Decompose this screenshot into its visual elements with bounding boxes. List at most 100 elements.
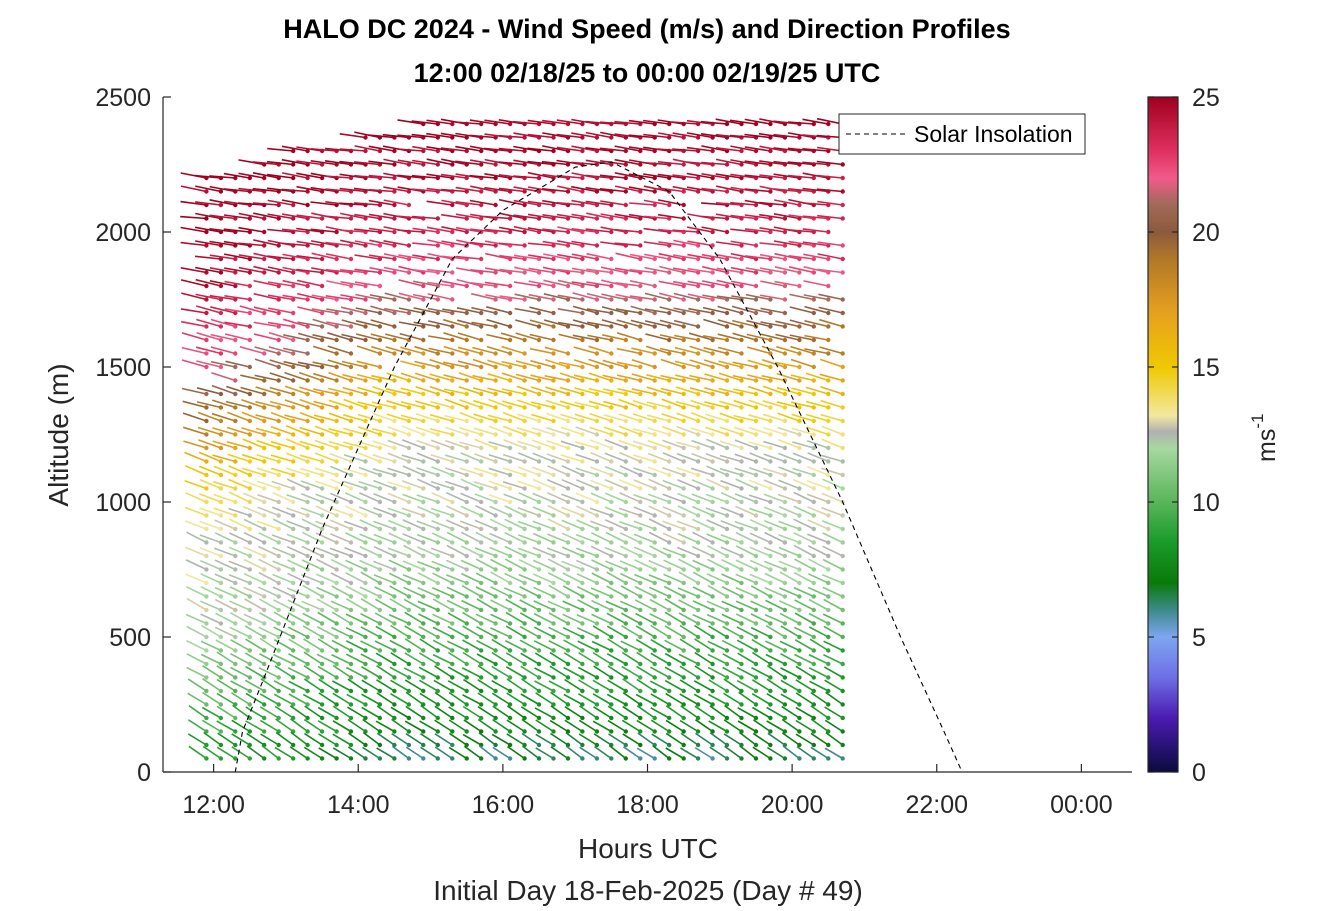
wind-barb-head: [276, 486, 281, 491]
wind-barb-head: [421, 486, 426, 491]
wind-barb-head: [218, 756, 224, 761]
wind-barb: [764, 560, 786, 571]
wind-barb: [418, 625, 439, 638]
wind-barb-head: [826, 499, 831, 505]
wind-barb: [622, 733, 641, 746]
wind-barb-head: [291, 270, 296, 275]
wind-barb-head: [334, 688, 339, 694]
wind-barb: [339, 229, 366, 233]
wind-barb: [445, 439, 467, 449]
wind-barb: [703, 318, 728, 328]
wind-barb: [317, 638, 338, 652]
wind-barb-head: [623, 513, 628, 518]
wind-barb: [793, 571, 815, 584]
wind-barb: [808, 612, 829, 625]
wind-barb: [286, 507, 308, 517]
wind-barb-head: [768, 256, 773, 262]
wind-barb: [557, 240, 583, 247]
wind-barb: [650, 693, 670, 706]
wind-barb-head: [681, 418, 686, 424]
wind-barb: [188, 704, 207, 719]
wind-barb: [577, 640, 598, 652]
wind-barb: [694, 638, 714, 652]
wind-barb-head: [797, 756, 802, 761]
wind-barb-head: [565, 324, 571, 329]
wind-barb: [557, 253, 583, 260]
wind-barb-head: [421, 594, 426, 599]
wind-barb: [389, 666, 410, 679]
wind-barb: [504, 518, 525, 530]
wind-barb-head: [638, 540, 643, 545]
wind-barb: [490, 613, 511, 625]
wind-barb: [224, 333, 250, 341]
wind-barb: [474, 493, 496, 503]
wind-barb-head: [623, 621, 628, 626]
wind-barb: [313, 400, 337, 409]
wind-barb: [604, 479, 627, 490]
wind-barb: [802, 215, 829, 220]
wind-barb-head: [464, 621, 469, 626]
wind-barb: [505, 666, 526, 679]
wind-barb-head: [218, 729, 224, 734]
wind-barb: [329, 492, 352, 503]
wind-barb-head: [522, 553, 527, 559]
wind-barb: [209, 254, 236, 260]
wind-barb: [601, 306, 626, 314]
wind-barb: [201, 706, 222, 719]
wind-barb-head: [667, 702, 672, 707]
wind-barb: [694, 747, 714, 760]
wind-barb: [614, 213, 641, 220]
wind-barb-head: [406, 445, 412, 451]
wind-barb-head: [204, 418, 209, 424]
wind-barb: [565, 731, 583, 746]
wind-barb: [332, 664, 352, 679]
wind-barb: [545, 386, 569, 395]
wind-barb: [357, 401, 381, 409]
wind-barb: [210, 360, 236, 368]
wind-barb-head: [363, 243, 368, 248]
wind-barb-head: [377, 648, 383, 653]
wind-barb-head: [580, 121, 585, 127]
wind-barb: [561, 465, 583, 476]
wind-barb-head: [667, 486, 672, 491]
wind-barb: [462, 611, 482, 625]
wind-barb: [517, 440, 540, 449]
wind-barb: [605, 560, 627, 571]
wind-barb: [821, 438, 844, 449]
wind-barb-head: [305, 526, 310, 532]
wind-barb: [375, 652, 395, 665]
wind-barb-head: [319, 270, 325, 275]
wind-barb-head: [479, 702, 484, 707]
wind-barb-head: [218, 526, 224, 532]
wind-barb: [433, 679, 453, 692]
wind-barb-head: [580, 580, 585, 586]
wind-barb: [764, 520, 786, 530]
wind-barb: [689, 359, 713, 368]
wind-barb: [822, 558, 844, 571]
wind-barb-head: [768, 553, 773, 559]
wind-barb: [600, 266, 626, 274]
wind-barb: [411, 174, 438, 179]
wind-barb-head: [464, 189, 469, 194]
wind-barb-head: [724, 580, 730, 586]
wind-barb: [448, 746, 468, 760]
wind-barb: [445, 426, 467, 436]
wind-barb: [664, 679, 685, 692]
wind-barb: [721, 600, 742, 611]
wind-barb: [416, 439, 439, 449]
wind-barb: [426, 200, 453, 206]
wind-barb: [608, 733, 627, 746]
wind-barb-head: [623, 661, 628, 667]
wind-barb-head: [204, 742, 209, 748]
wind-barb-head: [594, 688, 600, 694]
wind-barb: [490, 627, 511, 638]
wind-barb-head: [319, 189, 325, 194]
wind-barb: [809, 680, 829, 692]
wind-barb-head: [377, 216, 383, 221]
wind-barb-head: [551, 135, 556, 140]
wind-barb: [229, 532, 251, 544]
wind-barb-head: [464, 634, 469, 640]
wind-barb: [286, 452, 308, 463]
wind-barb: [373, 560, 395, 571]
wind-barb-head: [406, 472, 412, 478]
